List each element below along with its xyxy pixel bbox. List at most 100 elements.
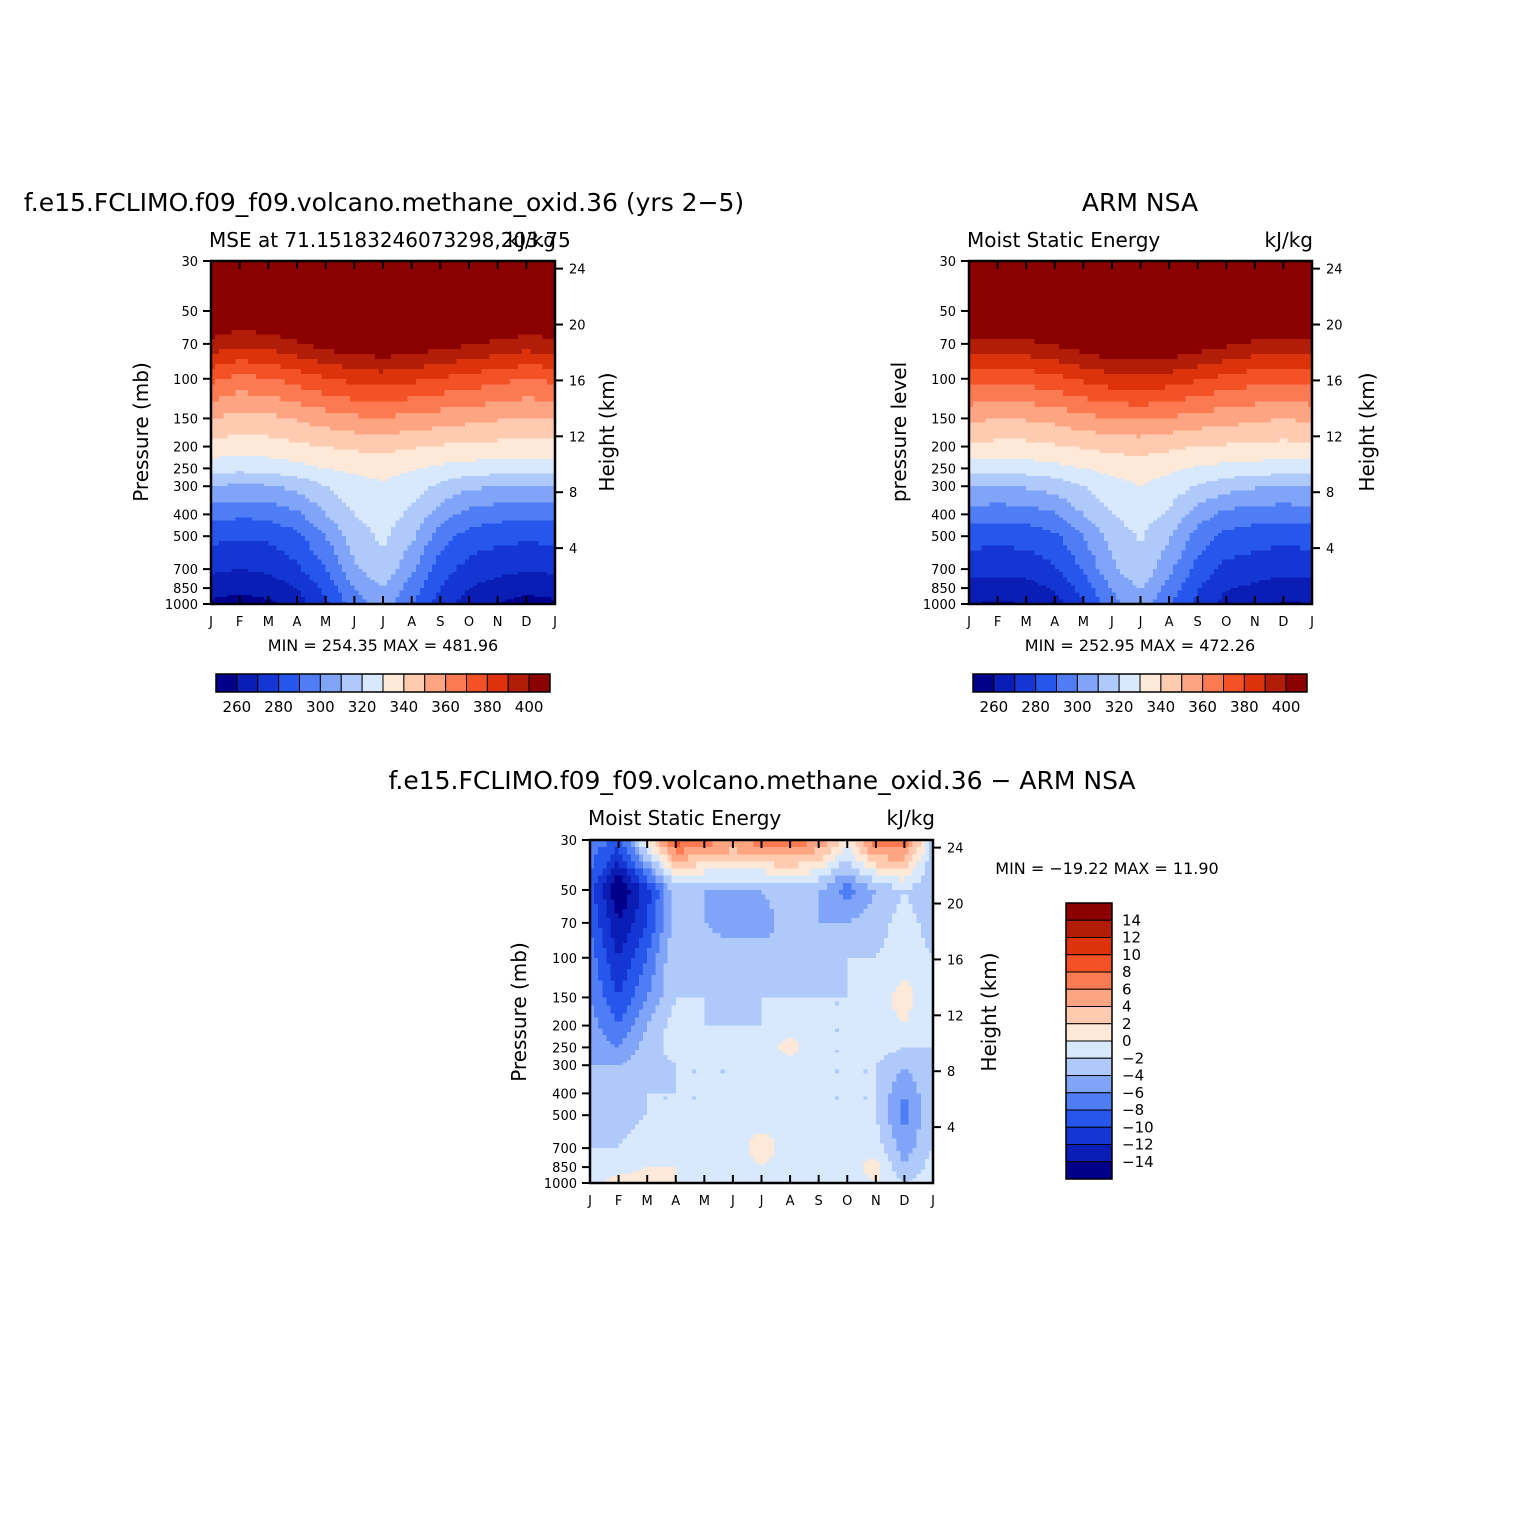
model-field-cell xyxy=(301,358,306,365)
model-field-cell xyxy=(452,422,458,428)
model-field-cell xyxy=(247,282,253,291)
model-field-cell xyxy=(477,275,482,284)
model-field-cell xyxy=(530,343,536,350)
model-field-cell xyxy=(346,358,351,365)
model-field-cell xyxy=(464,478,470,482)
model-field-cell xyxy=(526,395,532,403)
model-field-cell xyxy=(243,452,249,457)
model-field-cell xyxy=(313,325,319,331)
model-field-cell xyxy=(501,473,507,477)
model-field-cell xyxy=(493,455,499,460)
model-field-cell xyxy=(268,282,274,291)
model-field-cell xyxy=(276,303,282,312)
model-field-cell xyxy=(456,348,462,355)
model-field-cell xyxy=(329,455,335,460)
model-field-cell xyxy=(333,358,339,365)
model-field-cell xyxy=(268,502,274,507)
model-field-cell xyxy=(292,412,298,420)
model-field-cell xyxy=(256,275,261,284)
model-field-cell xyxy=(247,363,253,370)
model-field-cell xyxy=(280,348,286,355)
model-field-cell xyxy=(387,449,392,454)
model-field-cell xyxy=(464,486,470,491)
model-field-cell xyxy=(358,517,364,522)
model-field-cell xyxy=(301,390,306,397)
model-field-cell xyxy=(399,494,405,499)
model-field-cell xyxy=(366,462,372,466)
model-field-cell xyxy=(456,422,462,428)
model-field-cell xyxy=(272,468,278,472)
model-field-cell xyxy=(432,502,437,507)
model-field-cell xyxy=(383,476,388,480)
model-field-cell xyxy=(473,481,478,485)
model-field-cell xyxy=(350,510,355,515)
model-field-cell xyxy=(260,407,265,414)
model-field-cell xyxy=(444,343,450,350)
model-field-cell xyxy=(366,384,372,391)
model-field-cell xyxy=(452,363,458,370)
model-field-cell xyxy=(260,455,265,460)
model-field-cell xyxy=(505,325,511,331)
model-field-cell xyxy=(350,296,355,305)
model-field-cell xyxy=(272,407,278,414)
model-field-cell xyxy=(350,483,355,487)
model-field-cell xyxy=(460,358,466,365)
model-field-cell xyxy=(509,261,515,269)
model-field-cell xyxy=(469,315,474,321)
model-field-cell xyxy=(514,438,519,444)
model-field-cell xyxy=(350,329,355,336)
model-field-cell xyxy=(403,510,409,515)
model-field-cell xyxy=(395,320,400,326)
model-field-cell xyxy=(485,339,491,345)
model-field-cell xyxy=(301,434,306,440)
model-field-cell xyxy=(346,368,351,375)
model-field-cell xyxy=(321,481,327,485)
model-field-cell xyxy=(243,390,249,397)
model-field-cell xyxy=(256,412,261,420)
model-field-cell xyxy=(239,339,245,345)
model-field-cell xyxy=(444,462,450,466)
model-field-cell xyxy=(399,348,405,355)
model-field-cell xyxy=(297,426,302,432)
model-field-cell xyxy=(432,476,437,480)
model-field-cell xyxy=(309,442,314,448)
model-field-cell xyxy=(276,470,282,475)
model-field-cell xyxy=(436,468,441,472)
model-field-cell xyxy=(436,506,441,511)
model-field-cell xyxy=(423,510,429,515)
model-field-cell xyxy=(243,510,249,515)
model-field-cell xyxy=(366,486,372,491)
model-field-cell xyxy=(251,514,257,519)
model-field-cell xyxy=(256,390,261,397)
model-field-cell xyxy=(251,363,257,370)
model-field-cell xyxy=(374,442,380,448)
model-field-cell xyxy=(305,430,310,436)
model-field-cell xyxy=(415,310,421,317)
model-field-cell xyxy=(452,343,458,350)
model-field-cell xyxy=(276,348,282,355)
model-field-cell xyxy=(436,373,441,380)
model-field-cell xyxy=(362,378,368,386)
model-field-cell xyxy=(489,320,495,326)
model-field-cell xyxy=(411,310,417,317)
model-field-cell xyxy=(428,434,433,440)
model-field-cell xyxy=(227,261,233,269)
model-field-cell xyxy=(374,315,380,321)
model-field-cell xyxy=(538,310,544,317)
model-field-cell xyxy=(309,268,314,276)
model-field-cell xyxy=(337,422,343,428)
model-field-cell xyxy=(448,490,454,495)
model-field-cell xyxy=(247,407,253,414)
model-field-cell xyxy=(550,407,556,414)
model-field-cell xyxy=(497,498,503,503)
model-field-cell xyxy=(313,434,319,440)
model-field-cell xyxy=(235,452,241,457)
model-field-cell xyxy=(227,506,233,511)
model-field-cell xyxy=(501,422,507,428)
model-field-cell xyxy=(481,476,486,480)
model-field-cell xyxy=(223,490,228,495)
model-field-cell xyxy=(473,378,478,386)
model-field-cell xyxy=(546,289,552,298)
model-field-cell xyxy=(350,363,355,370)
model-field-cell xyxy=(534,412,540,420)
